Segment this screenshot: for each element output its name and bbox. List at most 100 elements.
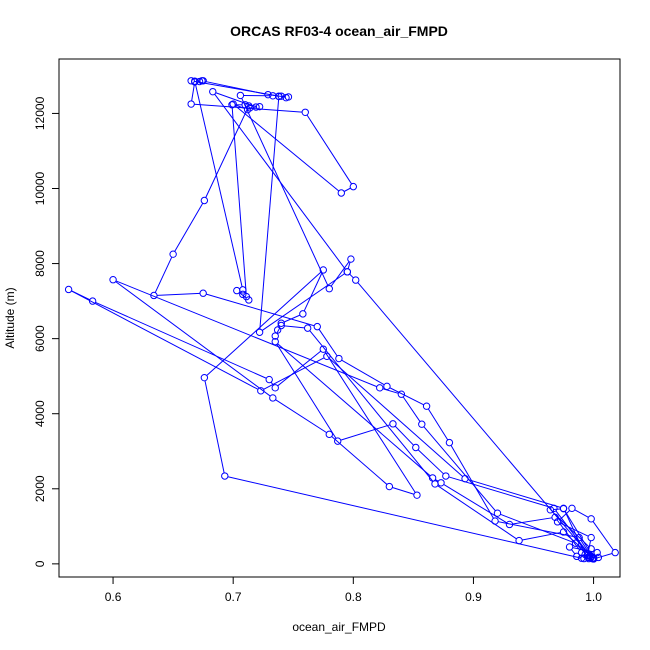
series-0-point-97 [277,92,285,100]
series-0-point-100 [191,77,199,85]
series-0-segment-36 [115,281,271,397]
series-0-point-98 [264,90,272,99]
series-0-point-10 [200,196,209,205]
series-0-point-102 [239,290,247,299]
series-0-segment-116 [194,80,276,97]
series-0-segment-46 [443,484,508,524]
series-0-segment-93 [241,98,329,287]
series-0-segment-45 [512,517,553,525]
series-0-point-18 [445,438,454,447]
series-0-segment-14 [318,329,338,357]
y-tick-label-4: 8000 [33,250,47,277]
series-0-point-67 [200,373,209,382]
series-0-point-94 [236,91,245,100]
y-axis: 0 2000 4000 6000 8000 10000 12000 [33,96,59,567]
series-0-segment-9 [205,108,248,198]
series-0-segment-35 [275,399,327,434]
plot-frame [58,58,621,578]
series-0-segment-113 [259,99,280,330]
series-0-segment-52 [417,449,444,475]
series-0-segment-11 [154,256,173,293]
series-0-segment-25 [328,358,463,477]
series-0-point-35 [325,430,333,439]
series-0-segment-74 [560,522,589,537]
series-0-segment-26 [263,357,325,390]
series-0-segment-68 [227,476,579,559]
series-0-point-50 [333,437,342,445]
series-0-point-71 [611,548,619,557]
series-lines [71,80,614,560]
series-0-segment-71 [592,521,614,551]
series-0-point-103 [233,286,241,295]
series-0-point-108 [255,102,264,111]
series-0-segment-61 [276,328,281,334]
series-0-segment-30 [270,381,274,386]
series-0-segment-111 [214,93,346,270]
series-0-segment-12 [157,292,200,296]
series-0-segment-70 [596,553,613,559]
series-0-point-80 [573,552,581,561]
series-0-segment-48 [277,343,431,477]
series-0-point-60 [303,324,312,332]
series-0-point-106 [228,101,236,109]
series-0-point-27 [257,387,265,395]
series-points [64,77,619,563]
series-0-point-4 [301,108,309,117]
series-0-segment-47 [435,479,439,482]
series-0-point-112 [343,268,352,276]
series-0-point-31 [271,384,279,392]
series-0-segment-18 [450,445,494,519]
series-0-point-25 [461,474,469,483]
series-0-point-61 [277,321,285,330]
series-0-point-92 [347,255,355,263]
x-tick-label-4: 1.0 [585,590,602,604]
series-0-point-86 [587,545,595,553]
series-0-point-15 [335,354,343,363]
series-0-segment-40 [423,426,496,512]
series-0-point-117 [187,77,195,85]
series-0-point-66 [319,266,327,274]
series-0-point-89 [588,554,597,563]
series-0-point-33 [413,491,421,499]
series-0-point-84 [559,504,568,513]
series-0-point-73 [568,504,576,513]
series-0-segment-100 [194,84,243,287]
series-0-segment-5 [343,187,351,192]
series-0-segment-50 [340,424,391,441]
y-tick-label-2: 4000 [33,400,47,427]
series-0-segment-19 [498,521,577,538]
series-0-point-26 [323,352,331,360]
series-0-point-52 [412,443,420,452]
series-0-point-9 [245,102,253,110]
series-0-point-64 [277,319,285,327]
series-0-point-68 [221,472,229,480]
series-0-segment-90 [349,273,354,279]
series-0-point-19 [491,517,499,525]
series-0-segment-4 [306,114,352,185]
series-0-point-63 [273,326,282,334]
chart-title: ORCAS RF03-4 ocean_air_FMPD [230,23,448,39]
series-0-point-83 [589,554,598,562]
series-0-point-51 [389,420,397,428]
series-0-point-85 [546,506,555,514]
series-0-point-3 [187,100,195,108]
series-0-point-79 [565,543,574,551]
series-0-point-36 [269,394,277,402]
series-0-point-54 [550,504,558,513]
series-0-point-41 [493,509,502,517]
y-tick-label-0: 0 [33,560,47,567]
series-0-segment-73 [559,510,570,520]
series-0-segment-44 [556,519,581,551]
series-0-point-72 [587,515,595,523]
series-0-point-38 [376,384,384,392]
y-axis-label: Altitude (m) [3,287,17,348]
series-0-segment-2 [191,84,195,101]
series-0-point-110 [252,103,260,111]
series-0-segment-112 [261,273,345,331]
series-0-point-65 [299,310,307,318]
series-0-point-11 [169,250,177,258]
series-0-segment-66 [206,271,322,376]
series-0-segment-29 [95,301,267,379]
series-0-point-28 [64,285,73,294]
